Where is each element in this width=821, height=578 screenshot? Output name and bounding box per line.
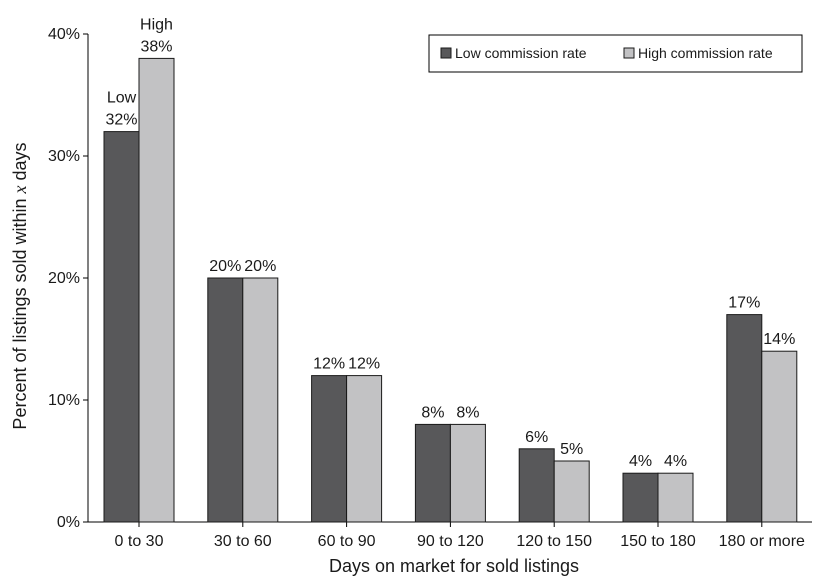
x-tick-label: 180 or more <box>719 533 805 550</box>
legend-box <box>428 34 803 73</box>
legend-swatch-low <box>440 47 452 59</box>
bar-low-commission <box>414 423 451 523</box>
bar-low-commission <box>311 375 348 523</box>
y-tick-label: 0% <box>57 514 80 531</box>
x-tick-label: 150 to 180 <box>620 533 696 550</box>
bar-high-commission <box>449 423 486 523</box>
x-tick-label: 90 to 120 <box>417 533 484 550</box>
bar-low-commission <box>622 472 659 523</box>
bar-high-commission <box>242 277 279 523</box>
y-axis-title-suffix: days <box>10 142 30 185</box>
data-label: 12% <box>348 356 380 373</box>
x-tick-label: 60 to 90 <box>318 533 376 550</box>
bar-high-commission <box>138 57 175 523</box>
data-label: 4% <box>664 453 687 470</box>
data-label: 12% <box>313 356 345 373</box>
y-tick-label: 20% <box>48 270 80 287</box>
series-tag-low: Low <box>107 90 137 107</box>
bar-high-commission <box>761 350 798 523</box>
data-label: 8% <box>421 404 444 421</box>
data-label: 32% <box>105 112 137 129</box>
x-axis-title: Days on market for sold listings <box>329 556 579 576</box>
y-axis-title: Percent of listings sold within x days <box>10 142 30 429</box>
data-label: 5% <box>560 441 583 458</box>
y-tick-label: 40% <box>48 26 80 43</box>
bar-low-commission <box>103 131 140 523</box>
bar-low-commission <box>207 277 244 523</box>
y-tick-label: 10% <box>48 392 80 409</box>
data-label: 6% <box>525 429 548 446</box>
bar-high-commission <box>553 460 590 523</box>
legend-swatch-high <box>623 47 635 59</box>
data-label: 14% <box>763 331 795 348</box>
y-axis-title-variable: x <box>10 185 30 194</box>
data-label: 20% <box>209 258 241 275</box>
y-axis-title-prefix: Percent of listings sold within <box>10 193 30 429</box>
data-label: 4% <box>629 453 652 470</box>
data-label: 8% <box>456 404 479 421</box>
x-tick-label: 0 to 30 <box>115 533 164 550</box>
bar-high-commission <box>346 375 383 523</box>
data-label: 17% <box>728 295 760 312</box>
bar-low-commission <box>518 448 555 523</box>
x-tick-label: 30 to 60 <box>214 533 272 550</box>
y-tick-label: 30% <box>48 148 80 165</box>
series-tag-high: High <box>140 16 173 33</box>
legend-label-high: High commission rate <box>638 45 773 61</box>
bar-high-commission <box>657 472 694 523</box>
data-label: 38% <box>140 38 172 55</box>
data-label: 20% <box>244 258 276 275</box>
x-tick-label: 120 to 150 <box>516 533 592 550</box>
legend-label-low: Low commission rate <box>455 45 587 61</box>
bar-low-commission <box>726 314 763 523</box>
